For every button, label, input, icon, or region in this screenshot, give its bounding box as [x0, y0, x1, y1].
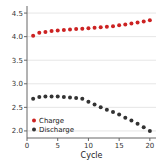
point: [43, 95, 47, 99]
point: [56, 29, 60, 33]
point: [142, 20, 146, 24]
tick-label: 4.5: [12, 10, 23, 18]
legend-marker: [32, 128, 36, 132]
point: [105, 25, 109, 29]
tick-label: 10: [84, 142, 93, 150]
point: [50, 95, 54, 99]
point: [37, 95, 41, 99]
point: [136, 21, 140, 25]
point: [123, 116, 127, 120]
grid-line: [27, 60, 156, 61]
x-axis: 0 5 10 15 20: [25, 138, 155, 150]
chart: 2.0 2.5 3.0 3.5 4.0 4.5 0 5 10 15 20 Cycle ChargeDis…: [0, 0, 162, 162]
point: [50, 29, 54, 33]
tick-label: 2.0: [12, 127, 23, 135]
point: [111, 24, 115, 28]
point: [99, 25, 103, 29]
tick-label: 3.0: [12, 80, 23, 88]
point: [80, 97, 84, 101]
legend-marker: [32, 119, 36, 123]
point: [93, 26, 97, 30]
point: [68, 95, 72, 99]
point: [105, 108, 109, 112]
point: [148, 18, 152, 22]
y-axis-line: [27, 6, 28, 138]
legend-label: Charge: [39, 117, 64, 125]
point: [62, 28, 66, 32]
tick-label: 3.5: [12, 57, 23, 65]
point: [117, 112, 121, 116]
tick-label: 20: [145, 142, 154, 150]
point: [111, 110, 115, 114]
point: [129, 119, 133, 123]
tick-label: 0: [25, 142, 29, 150]
point: [68, 28, 72, 32]
grid-line: [27, 13, 156, 14]
grid-line: [27, 83, 156, 84]
tick-label: 4.0: [12, 33, 23, 41]
point: [80, 27, 84, 31]
tick-label: 5: [55, 142, 59, 150]
legend-label: Discharge: [39, 126, 74, 134]
point: [86, 100, 90, 104]
point: [99, 105, 103, 109]
y-axis: 2.0 2.5 3.0 3.5 4.0 4.5: [12, 10, 156, 136]
x-axis-line: [27, 138, 156, 139]
point: [37, 31, 41, 35]
tick-label: 2.5: [12, 104, 23, 112]
point: [93, 103, 97, 107]
point: [123, 22, 127, 26]
x-axis-label: Cycle: [81, 151, 103, 160]
point: [31, 97, 35, 101]
point: [86, 26, 90, 30]
plot-area: [31, 18, 152, 133]
point: [56, 95, 60, 99]
point: [43, 30, 47, 34]
point: [117, 23, 121, 27]
point: [148, 129, 152, 133]
point: [136, 122, 140, 126]
legend: ChargeDischarge: [32, 117, 74, 134]
point: [129, 21, 133, 25]
point: [74, 27, 78, 31]
tick-label: 15: [115, 142, 124, 150]
point: [74, 96, 78, 100]
point: [62, 95, 66, 99]
point: [142, 125, 146, 129]
grid-line: [27, 107, 156, 108]
series: [31, 18, 152, 38]
point: [31, 34, 35, 38]
grid-line: [27, 36, 156, 37]
